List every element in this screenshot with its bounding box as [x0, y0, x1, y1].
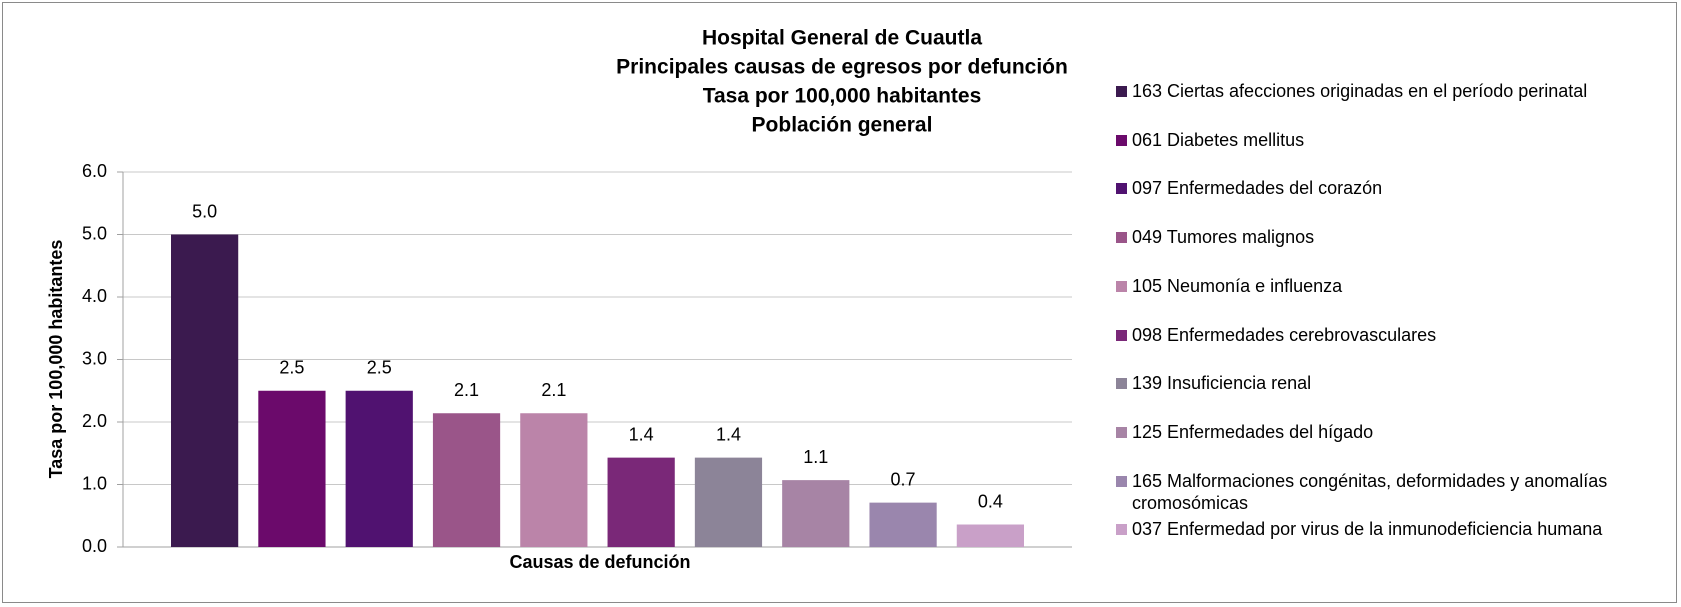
y-tick-label: 0.0 — [82, 536, 107, 556]
bar — [607, 457, 675, 547]
legend-swatch — [1116, 426, 1127, 438]
legend-item: 049 Tumores malignos — [1116, 226, 1661, 248]
y-axis-title: Tasa por 100,000 habitantes — [46, 240, 66, 479]
legend-swatch — [1116, 86, 1127, 97]
data-label: 5.0 — [192, 201, 217, 221]
x-axis-title: Causas de defunción — [509, 552, 690, 572]
bar — [345, 390, 413, 547]
data-label: 1.4 — [716, 424, 741, 444]
chart-title: Población general — [752, 114, 933, 137]
legend-swatch — [1116, 378, 1127, 390]
legend-item: 163 Ciertas afecciones originadas en el … — [1116, 80, 1661, 102]
y-tick-label: 4.0 — [82, 286, 107, 306]
legend-swatch — [1116, 329, 1127, 341]
bar — [171, 234, 239, 547]
legend-label: 037 Enfermedad por virus de la inmunodef… — [1132, 519, 1603, 540]
legend-label: 165 Malformaciones congénitas, deformida… — [1132, 470, 1608, 513]
legend-label: 139 Insuficiencia renal — [1132, 373, 1312, 394]
legend-item: 098 Enfermedades cerebrovasculares — [1116, 324, 1661, 346]
data-label: 2.5 — [367, 358, 392, 378]
legend-item: 105 Neumonía e influenza — [1116, 275, 1661, 297]
legend-label: 061 Diabetes mellitus — [1132, 129, 1305, 150]
legend-item: 125 Enfermedades del hígado — [1116, 421, 1661, 443]
data-label: 1.4 — [629, 424, 654, 444]
legend-item: 037 Enfermedad por virus de la inmunodef… — [1116, 518, 1661, 540]
legend-swatch — [1116, 232, 1127, 244]
legend-swatch — [1116, 524, 1127, 536]
chart-title: Tasa por 100,000 habitantes — [703, 85, 982, 108]
bar — [869, 502, 937, 547]
legend-swatch — [1116, 183, 1127, 195]
legend-label: 097 Enfermedades del corazón — [1132, 178, 1383, 199]
data-label: 0.7 — [891, 469, 916, 489]
legend-swatch — [1116, 134, 1127, 146]
legend-item: 097 Enfermedades del corazón — [1116, 177, 1661, 199]
bar — [956, 524, 1024, 547]
data-label: 2.5 — [279, 358, 304, 378]
legend-label: 105 Neumonía e influenza — [1132, 275, 1343, 296]
y-tick-label: 5.0 — [82, 223, 107, 243]
data-label: 2.1 — [541, 380, 566, 400]
data-label: 0.4 — [978, 491, 1003, 511]
legend-label: 163 Ciertas afecciones originadas en el … — [1132, 81, 1588, 101]
y-tick-label: 6.0 — [82, 161, 107, 181]
legend-label: 049 Tumores malignos — [1132, 227, 1315, 248]
legend-label: 125 Enfermedades del hígado — [1132, 421, 1374, 442]
y-tick-label: 3.0 — [82, 348, 107, 368]
chart-title: Hospital General de Cuautla — [702, 27, 982, 50]
legend-label: 098 Enfermedades cerebrovasculares — [1132, 324, 1437, 345]
legend-item: 061 Diabetes mellitus — [1116, 129, 1661, 151]
legend-swatch — [1116, 475, 1127, 487]
y-tick-label: 1.0 — [82, 473, 107, 493]
data-label: 2.1 — [454, 380, 479, 400]
bar — [694, 457, 763, 547]
legend-item: 139 Insuficiencia renal — [1116, 372, 1661, 394]
data-label: 1.1 — [803, 447, 828, 467]
bar — [520, 413, 588, 547]
bar — [258, 390, 326, 547]
legend-swatch — [1116, 280, 1127, 292]
y-tick-label: 2.0 — [82, 411, 107, 431]
legend-item: 165 Malformaciones congénitas, deformida… — [1116, 470, 1661, 514]
bar — [782, 480, 850, 547]
chart-title: Principales causas de egresos por defunc… — [616, 56, 1068, 79]
bar — [432, 413, 501, 547]
